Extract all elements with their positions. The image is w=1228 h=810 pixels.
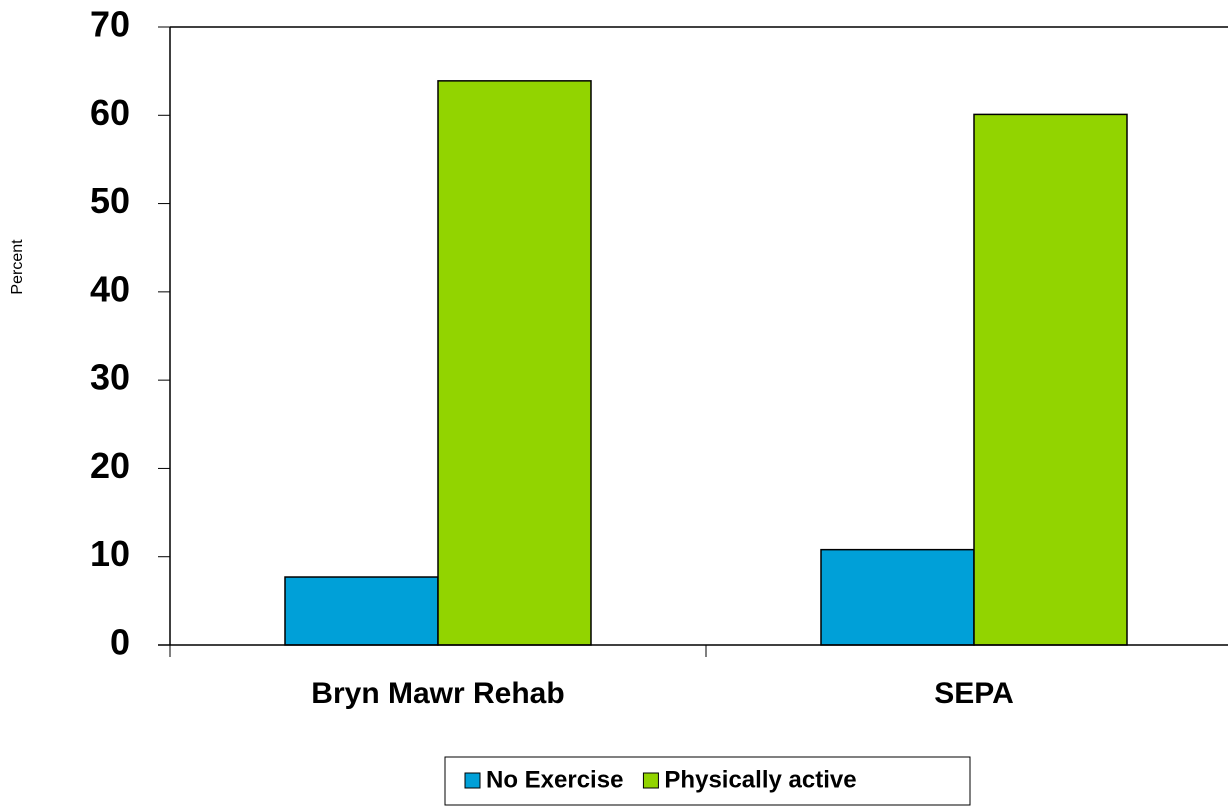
y-tick-label: 20: [90, 445, 130, 486]
bar: [437, 80, 592, 646]
bar: [973, 113, 1128, 646]
x-tick-label: Bryn Mawr Rehab: [311, 677, 564, 710]
legend-box: [444, 756, 971, 806]
legend-swatch: [464, 772, 481, 789]
legend-label: No Exercise: [486, 766, 623, 793]
y-tick-label: 10: [90, 533, 130, 574]
bar: [820, 548, 975, 646]
y-tick-label: 60: [90, 92, 130, 133]
x-tick-label: SEPA: [934, 677, 1013, 710]
legend: No Exercise Physically active: [444, 756, 971, 806]
legend-label: Physically active: [664, 766, 856, 793]
bar: [284, 576, 439, 646]
y-axis-label: Percent: [9, 239, 26, 295]
y-tick-label: 30: [90, 357, 130, 398]
y-tick-label: 40: [90, 268, 130, 309]
y-tick-label: 0: [110, 622, 130, 663]
y-tick-label: 70: [90, 4, 130, 45]
legend-swatch: [642, 772, 659, 789]
y-tick-label: 50: [90, 180, 130, 221]
